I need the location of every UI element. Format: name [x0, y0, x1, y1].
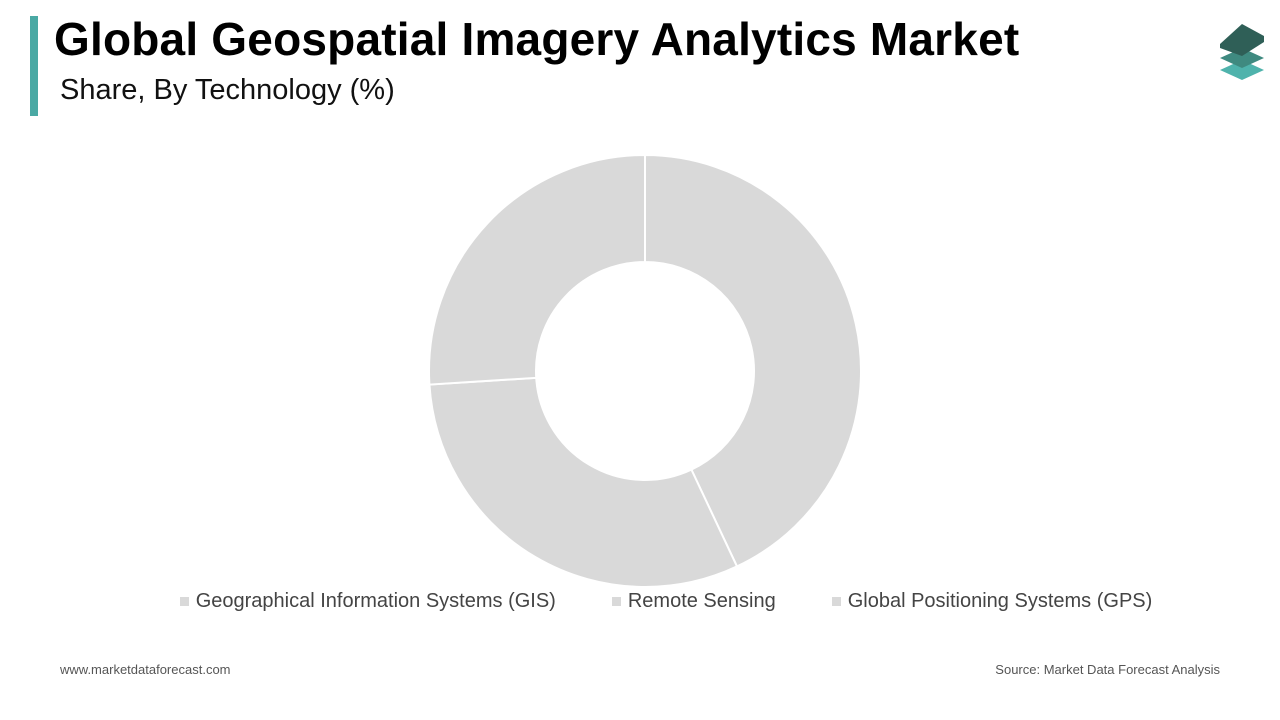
chart-title: Global Geospatial Imagery Analytics Mark… — [54, 13, 1020, 65]
title-accent-bar — [30, 16, 38, 116]
website-url: www.marketdataforecast.com — [60, 662, 231, 677]
donut-slice-3 — [428, 153, 646, 386]
logo-layer-bottom — [1220, 60, 1264, 80]
legend-label: Global Positioning Systems (GPS) — [847, 589, 1153, 612]
legend-swatch — [179, 596, 189, 606]
source-note: Source: Market Data Forecast Analysis — [995, 662, 1220, 677]
legend-item: Remote Sensing — [611, 589, 776, 613]
legend-item: Global Positioning Systems (GPS) — [831, 589, 1153, 613]
legend-item: Geographical Information Systems (GIS) — [179, 589, 556, 613]
chart-subtitle: Share, By Technology (%) — [60, 74, 395, 106]
layers-icon — [1220, 24, 1264, 80]
donut-slice-2 — [428, 376, 739, 588]
legend-swatch — [831, 596, 841, 606]
legend-label: Geographical Information Systems (GIS) — [195, 589, 556, 612]
logo-layer-top — [1220, 24, 1264, 56]
legend-label: Remote Sensing — [627, 589, 776, 612]
chart-legend: Geographical Information Systems (GIS) Re… — [0, 588, 1280, 614]
donut-slice-1 — [644, 153, 862, 568]
logo-layer-middle — [1220, 48, 1264, 68]
legend-swatch — [611, 596, 621, 606]
